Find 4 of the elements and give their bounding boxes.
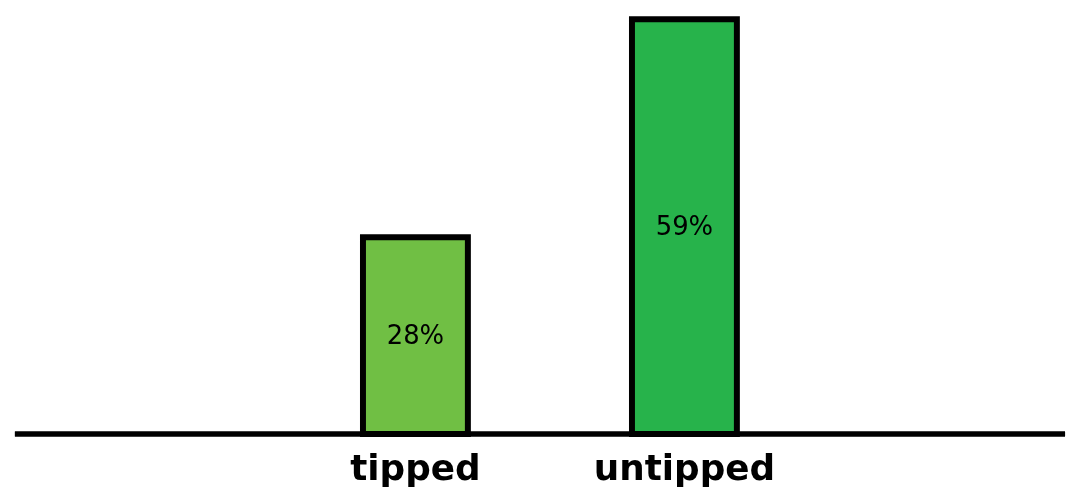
- data-label: 28%: [386, 319, 445, 350]
- x-tick-label: tipped: [350, 447, 481, 489]
- x-tick-label: untipped: [593, 447, 776, 489]
- data-label: 59%: [655, 210, 714, 241]
